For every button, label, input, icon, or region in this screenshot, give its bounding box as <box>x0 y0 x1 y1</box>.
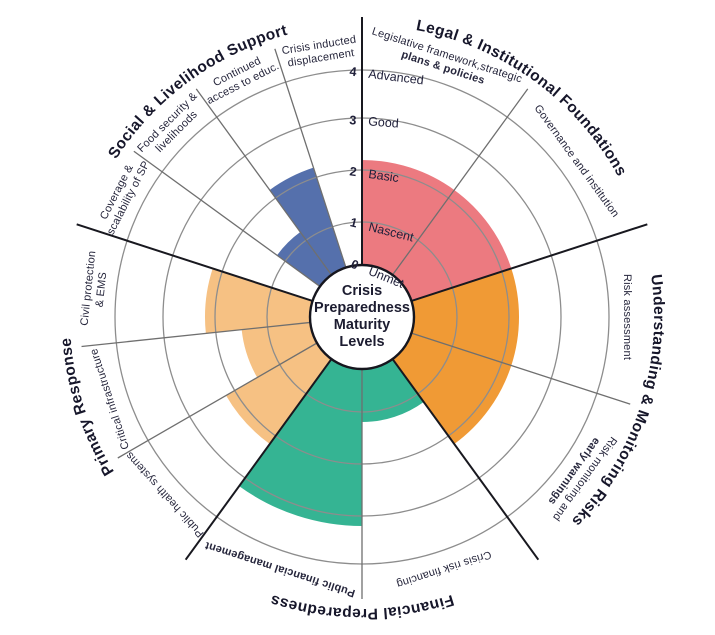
scale-label-advanced: 4 Advanced <box>349 65 425 88</box>
scale-name: Basic <box>368 167 400 185</box>
category-label-legal-institutional-foundations: Legal & Institutional Foundations <box>415 17 630 179</box>
spoke-divider <box>133 150 321 287</box>
scale-number: 1 <box>349 215 359 230</box>
scale-number: 4 <box>349 65 358 80</box>
center-label-line: Crisis <box>342 283 382 299</box>
sector-fill-public-health-systems <box>226 343 332 445</box>
center-label-line: Levels <box>339 334 384 350</box>
spoke-label-line: Crisis risk financing <box>395 548 493 590</box>
spoke-label-risk-assessment: Risk assessment <box>621 274 633 360</box>
spoke-divider <box>274 48 347 268</box>
spoke-label-line: Public financial management <box>203 539 356 599</box>
spoke-divider <box>411 332 631 405</box>
center-circle <box>308 263 416 371</box>
center-label-line: Maturity <box>334 317 390 333</box>
spoke-label-civil-protection: Civil protection& EMS <box>79 250 110 326</box>
center-label-line: Preparedness <box>314 300 410 316</box>
sector-fill-risk-monitoring-and <box>392 333 512 445</box>
sector-fill-civil-protection <box>204 268 313 334</box>
scale-label-good: 3 Good <box>349 113 399 130</box>
category-divider <box>76 223 313 302</box>
spoke-label-public-financial-management: Public financial management <box>203 539 356 599</box>
sector-fill-critical-infrastructure <box>241 322 317 378</box>
scale-number: 3 <box>349 113 357 127</box>
sector-fill-public-financial-management <box>239 359 362 526</box>
category-divider <box>411 223 648 302</box>
spoke-divider <box>195 88 332 276</box>
spoke-label-public-health-systems: Public health systems <box>123 449 206 539</box>
spoke-label-line: Public health systems <box>123 449 206 539</box>
spoke-label-line: Risk assessment <box>621 274 633 360</box>
sector-fill-legislative-framework-strategic <box>362 160 455 275</box>
scale-name: Good <box>368 114 400 130</box>
scale-label-basic: 2 Basic <box>349 164 400 185</box>
category-divider <box>391 358 540 561</box>
spoke-label-food-security: Food security &livelihoods <box>135 90 200 155</box>
spoke-divider <box>117 342 318 459</box>
scale-number: 0 <box>349 257 361 273</box>
scale-name: Advanced <box>368 67 425 88</box>
spoke-label-line: & EMS <box>94 271 110 307</box>
spoke-label-crisis-risk-financing: Crisis risk financing <box>395 548 493 590</box>
sector-fill-crisis-risk-financing <box>362 359 424 422</box>
spoke-divider <box>81 321 311 348</box>
sector-fill-food-security <box>277 232 332 287</box>
sector-fill-continued <box>269 167 346 275</box>
sector-fill-governance-and-institution <box>392 189 512 301</box>
spoke-label-coverage: Coverage &scalability of SP <box>98 159 152 237</box>
category-divider <box>184 358 333 561</box>
scale-number: 2 <box>349 164 358 179</box>
spoke-divider <box>392 88 529 276</box>
